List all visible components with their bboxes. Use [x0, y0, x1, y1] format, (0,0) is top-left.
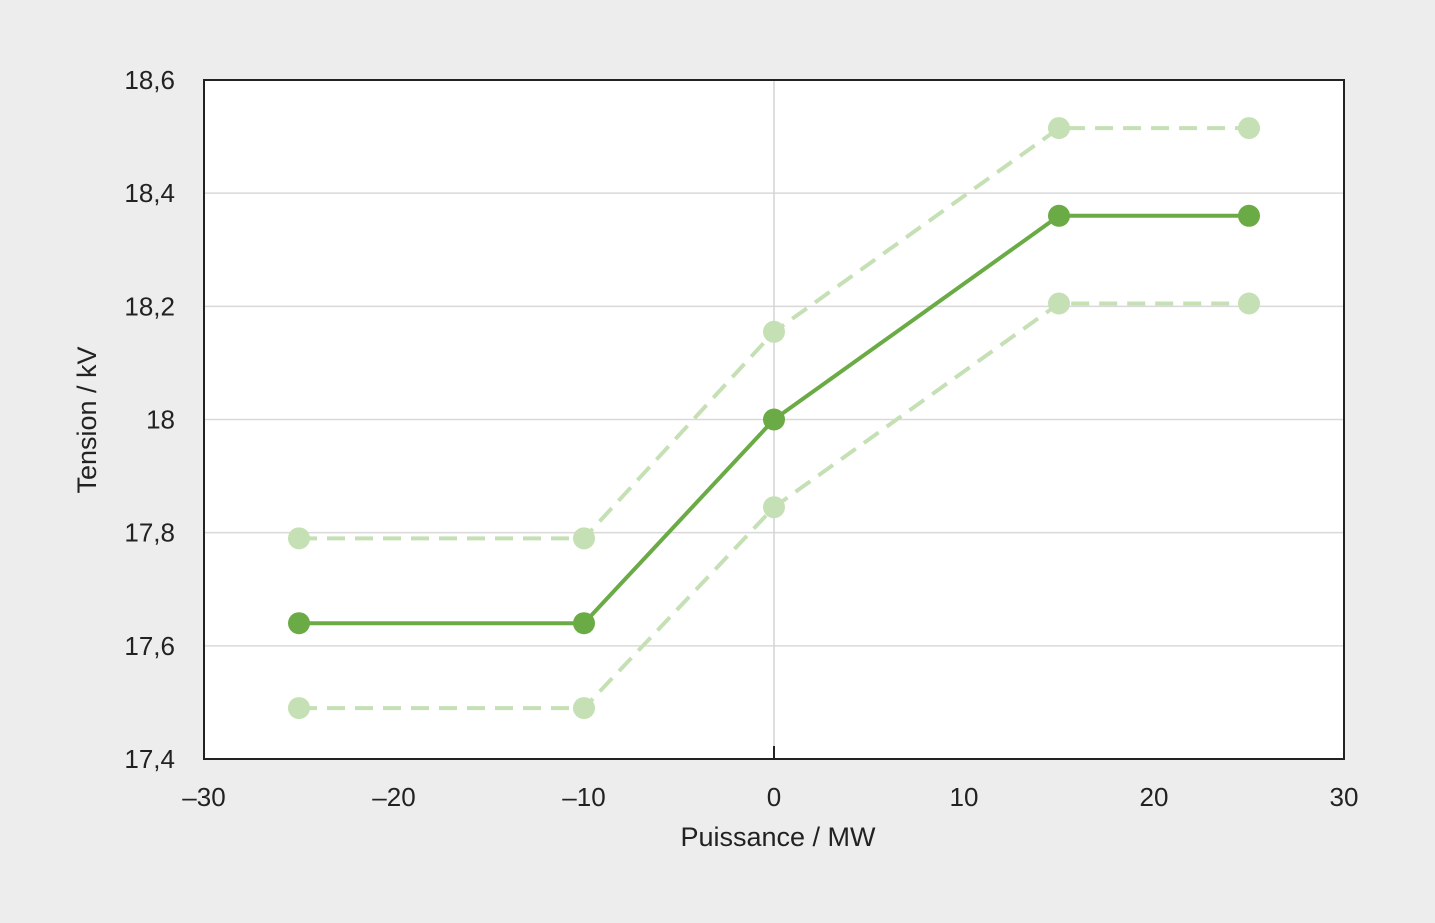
- data-point: [288, 612, 310, 635]
- data-point: [1048, 204, 1070, 227]
- series-solid: [288, 204, 1260, 635]
- data-point: [763, 496, 785, 519]
- series-dashed: [288, 292, 1260, 720]
- y-axis-title: Tension / kV: [72, 346, 102, 493]
- data-point: [1048, 117, 1070, 140]
- data-point: [1238, 292, 1260, 315]
- x-axis-title: Puissance / MW: [680, 822, 876, 852]
- x-tick-label: 0: [767, 782, 781, 812]
- x-tick-label: –20: [372, 782, 415, 812]
- y-axis-ticks: 17,4 17,6 17,8 18 18,2 18,4 18,6: [124, 65, 175, 774]
- data-point: [573, 697, 595, 720]
- data-point: [1238, 117, 1260, 140]
- x-tick-label: –30: [182, 782, 225, 812]
- y-tick-label: 17,4: [124, 744, 175, 774]
- data-point: [573, 527, 595, 550]
- series-dashed: [288, 117, 1260, 550]
- y-tick-label: 18: [146, 405, 175, 435]
- data-point: [763, 408, 785, 431]
- y-tick-label: 17,8: [124, 518, 175, 548]
- y-tick-label: 18,2: [124, 291, 175, 321]
- x-tick-label: 10: [950, 782, 979, 812]
- data-point: [1048, 292, 1070, 315]
- data-point: [763, 320, 785, 343]
- x-tick-label: 30: [1330, 782, 1359, 812]
- data-point: [1238, 204, 1260, 227]
- data-point: [573, 612, 595, 635]
- data-point: [288, 527, 310, 550]
- x-axis-ticks: –30 –20 –10 0 10 20 30: [182, 746, 1358, 812]
- data-point: [288, 697, 310, 720]
- x-tick-label: 20: [1140, 782, 1169, 812]
- y-tick-label: 18,6: [124, 65, 175, 95]
- y-tick-label: 17,6: [124, 631, 175, 661]
- y-tick-label: 18,4: [124, 178, 175, 208]
- x-tick-label: –10: [562, 782, 605, 812]
- series-group: [288, 117, 1260, 720]
